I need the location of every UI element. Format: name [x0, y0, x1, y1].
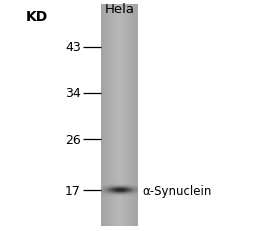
Text: α-Synuclein: α-Synuclein: [142, 184, 211, 197]
Bar: [135, 5, 136, 226]
Bar: [121, 5, 122, 226]
Bar: [125, 5, 126, 226]
Bar: [116, 5, 118, 226]
Bar: [107, 5, 108, 226]
Bar: [129, 5, 130, 226]
Bar: [115, 5, 116, 226]
Bar: [126, 5, 127, 226]
Bar: [111, 5, 112, 226]
Bar: [123, 5, 124, 226]
Text: Hela: Hela: [105, 3, 135, 16]
Bar: [120, 5, 121, 226]
Bar: [102, 5, 103, 226]
Bar: [112, 5, 113, 226]
Text: 17: 17: [65, 184, 81, 197]
Bar: [105, 5, 106, 226]
Bar: [132, 5, 133, 226]
Bar: [103, 5, 104, 226]
Bar: [123, 5, 124, 226]
Bar: [101, 5, 102, 226]
Bar: [116, 5, 117, 226]
Bar: [110, 5, 111, 226]
Bar: [108, 5, 109, 226]
Text: 34: 34: [65, 87, 81, 100]
Bar: [102, 5, 103, 226]
Bar: [130, 5, 131, 226]
Bar: [133, 5, 134, 226]
Bar: [113, 5, 114, 226]
Bar: [131, 5, 132, 226]
Bar: [115, 5, 116, 226]
Text: 43: 43: [65, 41, 81, 54]
Bar: [127, 5, 128, 226]
Bar: [126, 5, 127, 226]
Bar: [133, 5, 134, 226]
Bar: [120, 5, 121, 226]
Bar: [112, 5, 113, 226]
Bar: [104, 5, 105, 226]
Bar: [119, 5, 120, 226]
Bar: [136, 5, 137, 226]
Bar: [105, 5, 106, 226]
Bar: [122, 5, 123, 226]
Bar: [130, 5, 131, 226]
Bar: [124, 5, 125, 226]
Text: KD: KD: [26, 10, 48, 24]
Bar: [110, 5, 111, 226]
Bar: [107, 5, 108, 226]
Bar: [134, 5, 135, 226]
Bar: [128, 5, 129, 226]
Bar: [136, 5, 137, 226]
Bar: [128, 5, 129, 226]
Bar: [137, 5, 138, 226]
Bar: [117, 5, 118, 226]
Bar: [106, 5, 107, 226]
Bar: [113, 5, 114, 226]
Bar: [114, 5, 115, 226]
Bar: [118, 5, 119, 226]
Text: 26: 26: [65, 133, 81, 146]
Bar: [109, 5, 110, 226]
Bar: [131, 5, 132, 226]
